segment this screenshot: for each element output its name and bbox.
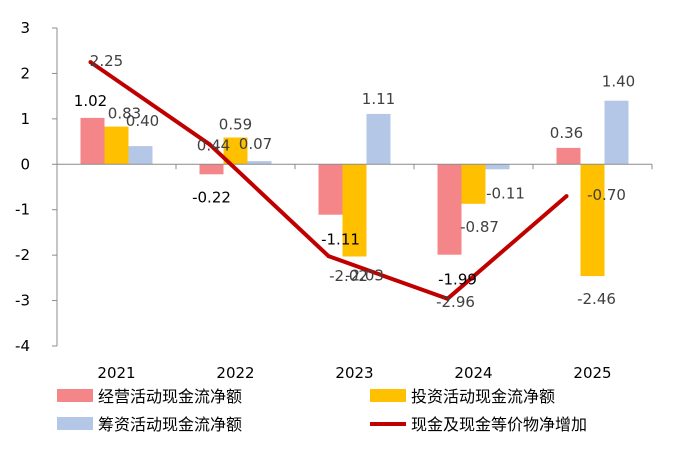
bar-2-2025 (580, 164, 605, 277)
bar-1-2022 (199, 164, 224, 175)
line-point-2021 (88, 60, 93, 65)
bar-data-label: 0.59 (219, 116, 252, 134)
y-tick-label: -3 (15, 292, 30, 310)
bar-3-2023 (366, 113, 391, 165)
bar-3-2024 (485, 164, 510, 170)
bar-2-2024 (461, 164, 486, 204)
legend-item-4: 现金及现金等价物净增加 (370, 415, 587, 434)
bar-data-label: 1.40 (602, 73, 635, 91)
x-tick-label: 2021 (97, 364, 135, 382)
bar-3-2025 (604, 100, 629, 165)
x-tick-label: 2025 (573, 364, 611, 382)
line-point-2022 (207, 142, 212, 147)
legend-swatch (57, 389, 93, 402)
bar-data-label: 0.40 (126, 112, 159, 130)
line-data-label: -0.70 (587, 186, 626, 204)
legend-swatch (370, 389, 406, 402)
y-tick-label: 0 (20, 155, 30, 173)
bar-data-label: 0.07 (239, 135, 272, 153)
y-tick-label: -4 (15, 337, 30, 355)
y-tick-label: 1 (20, 110, 30, 128)
bar-data-label: 0.83 (108, 105, 141, 123)
bar-2-2021 (104, 126, 129, 165)
legend-label: 筹资活动现金流净额 (98, 415, 242, 434)
bar-3-2021 (128, 146, 153, 165)
y-tick-label: -2 (15, 246, 30, 264)
x-tick-label: 2024 (454, 364, 492, 382)
bar-data-label: -0.22 (192, 188, 231, 206)
bar-1-2024 (437, 164, 462, 255)
x-tick-label: 2023 (335, 364, 373, 382)
bar-data-label: -2.03 (345, 267, 384, 285)
bar-data-label: -1.11 (321, 231, 360, 249)
legend-label: 现金及现金等价物净增加 (411, 415, 587, 434)
bar-1-2023 (318, 164, 343, 215)
legend-label: 经营活动现金流净额 (98, 387, 242, 406)
line-point-2023 (326, 254, 331, 259)
legend-item-3: 筹资活动现金流净额 (57, 415, 242, 434)
bar-data-label: 1.11 (362, 90, 395, 108)
bar-data-label: -0.87 (460, 218, 499, 236)
bar-1-2021 (80, 117, 105, 165)
bar-1-2025 (556, 147, 581, 165)
y-tick-label: 2 (20, 64, 30, 82)
line-data-label: 2.25 (90, 52, 123, 70)
line-data-label: 0.44 (197, 136, 230, 154)
legend-swatch (57, 417, 93, 430)
legend-item-1: 经营活动现金流净额 (57, 387, 242, 406)
bar-data-label: 1.02 (74, 92, 107, 110)
line-data-label: -2.02 (329, 267, 368, 285)
bar-data-label: -2.46 (577, 290, 616, 308)
line-point-2024 (445, 296, 450, 301)
bar-2-2023 (342, 164, 367, 257)
bar-3-2022 (247, 161, 272, 165)
bar-data-label: -0.11 (486, 184, 525, 202)
line-point-2025 (564, 194, 569, 199)
bar-data-label: 0.36 (550, 124, 583, 142)
y-tick-label: -1 (15, 201, 30, 219)
x-tick-label: 2022 (216, 364, 254, 382)
y-tick-label: 3 (20, 19, 30, 37)
legend-label: 投资活动现金流净额 (411, 387, 555, 406)
legend-item-2: 投资活动现金流净额 (370, 387, 555, 406)
bar-data-label: -1.99 (438, 271, 477, 289)
line-data-label: -2.96 (436, 293, 475, 311)
